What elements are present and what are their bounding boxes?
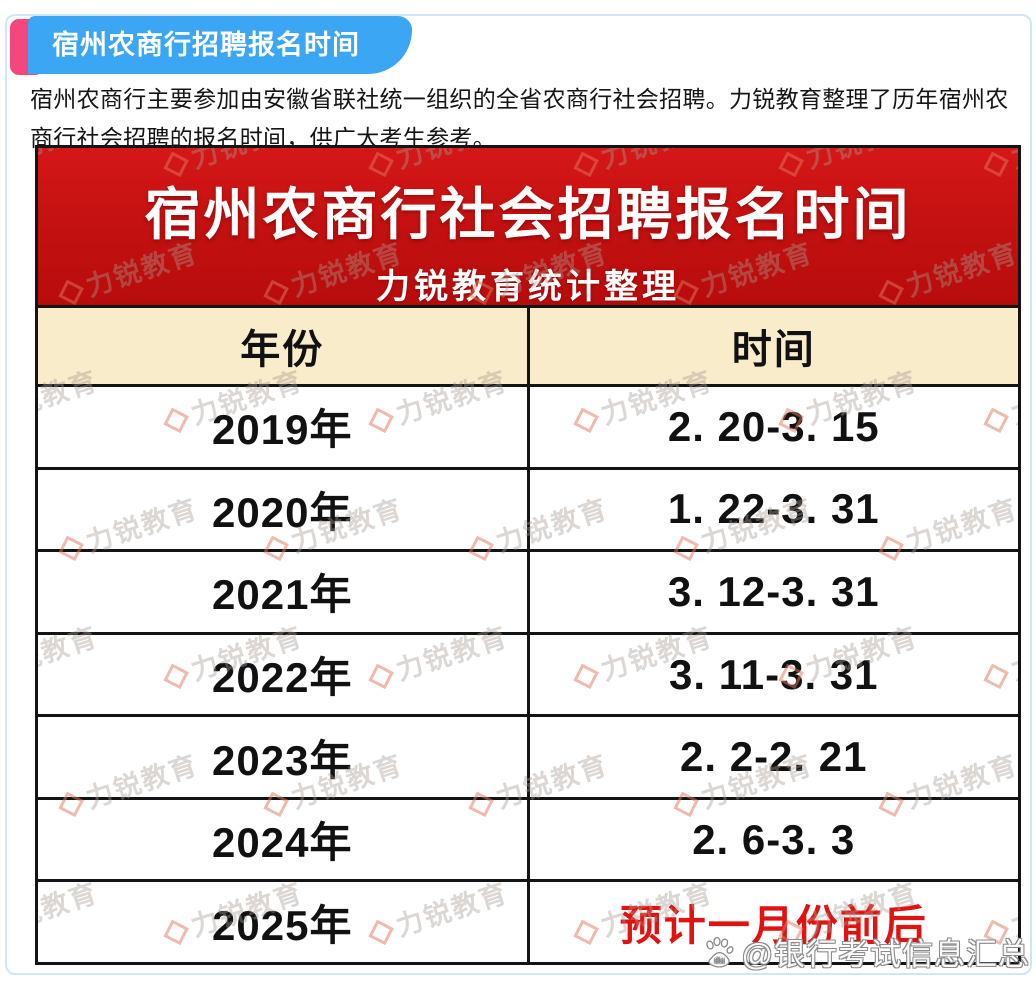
time-cell: 2. 2-2. 21 xyxy=(680,733,868,781)
table-row: 2023年 2. 2-2. 21 xyxy=(38,714,1018,797)
table-body: 2019年 2. 20-3. 15 2020年 1. 22-3. 31 2021年 3. … xyxy=(38,387,1018,963)
poster-header: 宿州农商行社会招聘报名时间 力锐教育统计整理 xyxy=(38,148,1018,306)
poster-subtitle: 力锐教育统计整理 xyxy=(376,268,680,306)
time-cell: 1. 22-3. 31 xyxy=(667,485,880,533)
year-cell: 2019年 xyxy=(38,387,530,467)
intro-paragraph: 宿州农商行主要参加由安徽省联社统一组织的全省农商行社会招聘。力锐教育整理了历年宿… xyxy=(30,86,1009,151)
table-row: 2024年 2. 6-3. 3 xyxy=(38,796,1018,880)
baidu-paw-icon: du xyxy=(705,936,734,968)
watermark-credit: du @银行考试信息汇总 xyxy=(701,929,1030,974)
time-cell: 2. 6-3. 3 xyxy=(692,815,856,863)
time-cell: 预计一月份前后 xyxy=(619,901,928,949)
poster-title: 宿州农商行社会招聘报名时间 xyxy=(144,183,912,246)
year-cell: 2024年 xyxy=(38,799,530,880)
year-cell: 2021年 xyxy=(38,552,530,632)
time-cell: 3. 11-3. 31 xyxy=(669,650,879,698)
recruitment-schedule-table: 宿州农商行社会招聘报名时间 力锐教育统计整理 年份 时间 2019年 2. 20-… xyxy=(35,145,1021,965)
table-row: 2020年 1. 22-3. 31 xyxy=(38,466,1018,550)
year-cell: 2025年 xyxy=(38,882,530,963)
svg-text:du: du xyxy=(714,956,725,965)
badge-label: 宿州农商行招聘报名时间 xyxy=(28,16,412,74)
time-cell: 2. 20-3. 15 xyxy=(667,402,880,450)
column-header-year: 年份 xyxy=(38,308,530,384)
table-row: 2019年 2. 20-3. 15 xyxy=(38,387,1018,467)
table-row: 2021年 3. 12-3. 31 xyxy=(38,549,1018,632)
table-row: 2022年 3. 11-3. 31 xyxy=(38,631,1018,715)
time-cell: 3. 12-3. 31 xyxy=(667,567,880,615)
year-cell: 2022年 xyxy=(38,634,530,715)
column-header-time: 时间 xyxy=(731,328,816,372)
year-cell: 2020年 xyxy=(38,469,530,550)
table-header-row: 年份 时间 xyxy=(38,305,1018,387)
table-row: 2025年 预计一月份前后 xyxy=(38,879,1018,963)
year-cell: 2023年 xyxy=(38,717,530,797)
credit-text: @银行考试信息汇总 xyxy=(741,937,1030,972)
